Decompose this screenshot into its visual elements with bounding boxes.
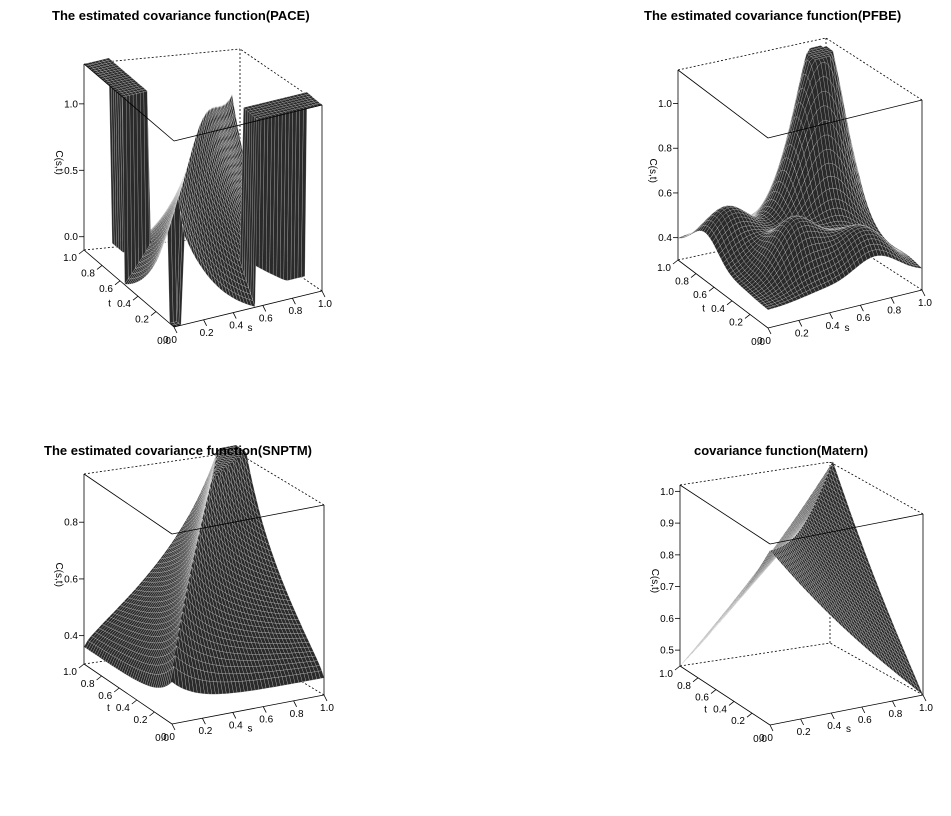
surface-mesh bbox=[84, 58, 322, 327]
y-tick-label: 1.0 bbox=[657, 263, 671, 274]
x-tick-label: 1.0 bbox=[318, 299, 332, 310]
x-tick-label: 0.2 bbox=[795, 328, 809, 339]
chart-panel-pfbe: The estimated covariance function(PFBE) … bbox=[470, 0, 951, 400]
x-tick bbox=[922, 290, 925, 296]
x-tick bbox=[322, 291, 325, 297]
y-tick bbox=[97, 265, 102, 269]
y-tick bbox=[133, 296, 138, 300]
chart-title: The estimated covariance function(SNPTM) bbox=[44, 443, 312, 458]
y-tick bbox=[691, 274, 696, 278]
x-tick-label: 0.4 bbox=[229, 321, 243, 332]
chart-svg: 0.00.20.40.60.81.0s0.20.40.60.81.00.0t0.… bbox=[0, 405, 470, 811]
plot-area: 0.00.20.40.60.81.0s0.20.40.60.81.00.0t0.… bbox=[53, 445, 334, 744]
y-tick-label: 0.8 bbox=[81, 268, 95, 279]
x-tick-label: 0.6 bbox=[856, 313, 870, 324]
z-axis-label: C(s,t) bbox=[53, 150, 64, 174]
z-tick-label: 0.8 bbox=[658, 144, 672, 155]
y-tick bbox=[727, 301, 732, 305]
z-tick-label: 1.0 bbox=[658, 99, 672, 110]
y-axis-label: t bbox=[108, 298, 111, 309]
y-tick-label: 0.8 bbox=[675, 277, 689, 288]
x-tick-label: 0.2 bbox=[200, 328, 214, 339]
x-tick bbox=[799, 320, 802, 326]
chart-panel-pace: The estimated covariance function(PACE) … bbox=[0, 0, 470, 400]
box-edge-front bbox=[678, 70, 768, 138]
y-tick bbox=[709, 287, 714, 291]
y-axis-label: t bbox=[702, 303, 705, 314]
x-tick bbox=[263, 305, 266, 311]
x-axis-label: s bbox=[248, 323, 253, 334]
z-axis-label: C(s,t) bbox=[647, 158, 658, 182]
x-tick-label: 0.8 bbox=[887, 306, 901, 317]
surface-mesh bbox=[84, 445, 324, 694]
x-tick bbox=[860, 305, 863, 311]
y-tick-label: 0.0 bbox=[751, 337, 765, 348]
chart-svg: 0.00.20.40.60.81.0s0.20.40.60.81.00.0t0.… bbox=[470, 0, 951, 400]
y-tick-label: 0.2 bbox=[729, 317, 743, 328]
x-axis-label: s bbox=[845, 323, 850, 334]
chart-panel-snptm: The estimated covariance function(SNPTM)… bbox=[0, 405, 470, 811]
plot-area: 0.00.20.40.60.81.0s0.20.40.60.81.00.0t0.… bbox=[647, 38, 932, 348]
y-tick-label: 1.0 bbox=[63, 253, 77, 264]
surface-mesh bbox=[678, 46, 922, 310]
x-tick bbox=[768, 328, 771, 334]
y-tick-label: 0.4 bbox=[117, 299, 131, 310]
z-tick-label: 0.4 bbox=[658, 233, 672, 244]
y-tick bbox=[115, 281, 120, 285]
x-tick bbox=[830, 313, 833, 319]
y-tick-label: 0.0 bbox=[157, 336, 171, 347]
x-tick bbox=[891, 298, 894, 304]
z-tick-label: 0.5 bbox=[64, 166, 78, 177]
y-tick-label: 0.4 bbox=[711, 304, 725, 315]
y-tick-label: 0.6 bbox=[99, 284, 113, 295]
y-tick bbox=[745, 314, 750, 318]
y-tick-label: 0.2 bbox=[135, 315, 149, 326]
x-tick-label: 0.4 bbox=[826, 321, 840, 332]
y-tick bbox=[151, 312, 156, 316]
x-tick-label: 0.8 bbox=[288, 306, 302, 317]
x-tick-label: 1.0 bbox=[918, 298, 932, 309]
x-tick bbox=[174, 327, 177, 333]
x-tick bbox=[292, 298, 295, 304]
x-tick-label: 0.6 bbox=[259, 313, 273, 324]
y-tick-label: 0.6 bbox=[693, 290, 707, 301]
chart-title: The estimated covariance function(PFBE) bbox=[644, 8, 901, 23]
z-tick-label: 0.6 bbox=[658, 188, 672, 199]
plot-area: 0.0 0.2 0.4 0.6 0.8 1.0 s 0.2 0.4 0.6 0.8 1.0 0.0 t 0.… bbox=[53, 49, 332, 347]
x-tick bbox=[233, 313, 236, 319]
z-tick-label: 1.0 bbox=[64, 99, 78, 110]
z-tick-label: 0.0 bbox=[64, 232, 78, 243]
chart-title: The estimated covariance function(PACE) bbox=[52, 8, 310, 23]
y-tick bbox=[79, 250, 84, 254]
chart-svg: 0.0 0.2 0.4 0.6 0.8 1.0 s 0.2 0.4 0.6 0.8 1.0 0.0 t 0.… bbox=[0, 0, 470, 400]
y-tick bbox=[673, 260, 678, 264]
x-tick bbox=[204, 320, 207, 326]
